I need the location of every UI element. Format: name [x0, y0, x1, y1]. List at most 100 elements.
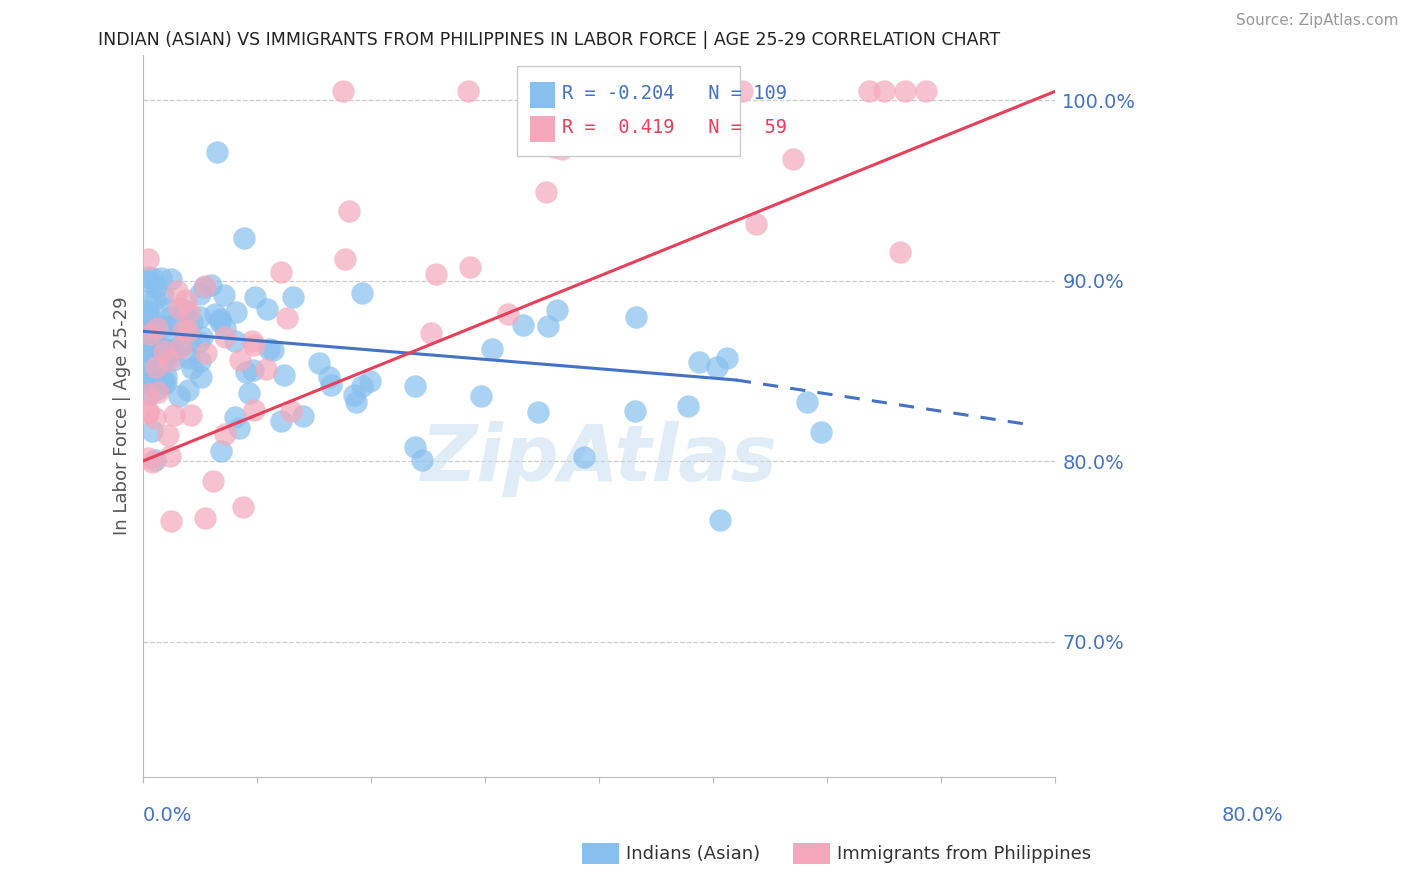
Point: [188, 353, 211, 368]
Point: [526, 405, 548, 419]
Point: [136, 294, 159, 309]
Point: [146, 347, 169, 361]
Point: [745, 217, 768, 231]
Point: [155, 368, 177, 383]
Point: [194, 510, 217, 524]
Point: [512, 318, 534, 332]
Point: [141, 455, 163, 469]
Point: [190, 369, 212, 384]
Point: [162, 353, 184, 368]
Point: [235, 365, 257, 379]
Point: [481, 343, 503, 357]
Point: [208, 312, 231, 326]
Point: [159, 449, 181, 463]
Point: [224, 409, 246, 424]
Point: [141, 424, 163, 438]
Point: [159, 327, 181, 342]
Point: [810, 425, 832, 439]
Point: [136, 310, 159, 325]
Point: [238, 385, 260, 400]
Y-axis label: In Labor Force | Age 25-29: In Labor Force | Age 25-29: [114, 297, 131, 535]
Point: [145, 360, 167, 375]
Point: [155, 375, 177, 389]
Point: [214, 288, 236, 302]
Point: [204, 307, 226, 321]
Point: [145, 279, 167, 293]
Point: [194, 279, 217, 293]
Point: [146, 385, 169, 400]
Point: [139, 368, 162, 382]
Point: [242, 363, 264, 377]
Point: [256, 301, 278, 316]
Point: [534, 185, 557, 199]
Text: Source: ZipAtlas.com: Source: ZipAtlas.com: [1236, 13, 1399, 29]
Point: [225, 305, 247, 319]
Point: [143, 292, 166, 306]
Point: [160, 345, 183, 359]
Point: [153, 377, 176, 392]
Point: [136, 376, 159, 390]
Point: [873, 84, 896, 98]
Point: [181, 360, 204, 375]
Point: [180, 315, 202, 329]
Point: [177, 383, 200, 397]
Point: [143, 333, 166, 347]
Point: [141, 271, 163, 285]
Point: [337, 203, 360, 218]
Point: [420, 326, 443, 340]
Point: [243, 290, 266, 304]
Point: [136, 387, 159, 401]
Point: [280, 404, 302, 418]
Point: [209, 444, 232, 458]
FancyBboxPatch shape: [530, 82, 555, 108]
Point: [136, 252, 159, 266]
Point: [167, 316, 190, 330]
Point: [709, 513, 731, 527]
Point: [318, 369, 340, 384]
Point: [543, 140, 565, 154]
Point: [191, 330, 214, 344]
Point: [136, 406, 159, 420]
Point: [232, 500, 254, 514]
Point: [170, 337, 193, 351]
Point: [163, 409, 186, 423]
Point: [159, 514, 181, 528]
Point: [138, 308, 160, 322]
Point: [332, 84, 354, 98]
Point: [243, 403, 266, 417]
Point: [858, 84, 880, 98]
Point: [308, 356, 330, 370]
FancyBboxPatch shape: [517, 66, 741, 156]
Point: [270, 265, 292, 279]
Point: [233, 231, 256, 245]
Point: [411, 453, 433, 467]
Point: [344, 394, 367, 409]
Point: [352, 379, 374, 393]
Point: [153, 342, 176, 356]
Point: [136, 404, 159, 418]
Point: [139, 387, 162, 401]
Point: [229, 352, 252, 367]
Point: [157, 428, 180, 442]
Point: [496, 307, 519, 321]
Point: [143, 411, 166, 425]
Point: [796, 395, 818, 409]
Point: [224, 334, 246, 349]
Point: [145, 382, 167, 396]
Point: [894, 84, 917, 98]
Text: Immigrants from Philippines: Immigrants from Philippines: [837, 845, 1091, 863]
Point: [136, 351, 159, 366]
Point: [242, 338, 264, 352]
Point: [624, 404, 647, 418]
Point: [176, 293, 198, 307]
Point: [270, 414, 292, 428]
Text: Indians (Asian): Indians (Asian): [626, 845, 759, 863]
Point: [170, 340, 193, 354]
Point: [706, 359, 728, 374]
Point: [572, 450, 595, 464]
Point: [166, 285, 188, 299]
Point: [470, 388, 492, 402]
Point: [177, 334, 200, 349]
FancyBboxPatch shape: [530, 116, 555, 142]
Point: [155, 319, 177, 334]
